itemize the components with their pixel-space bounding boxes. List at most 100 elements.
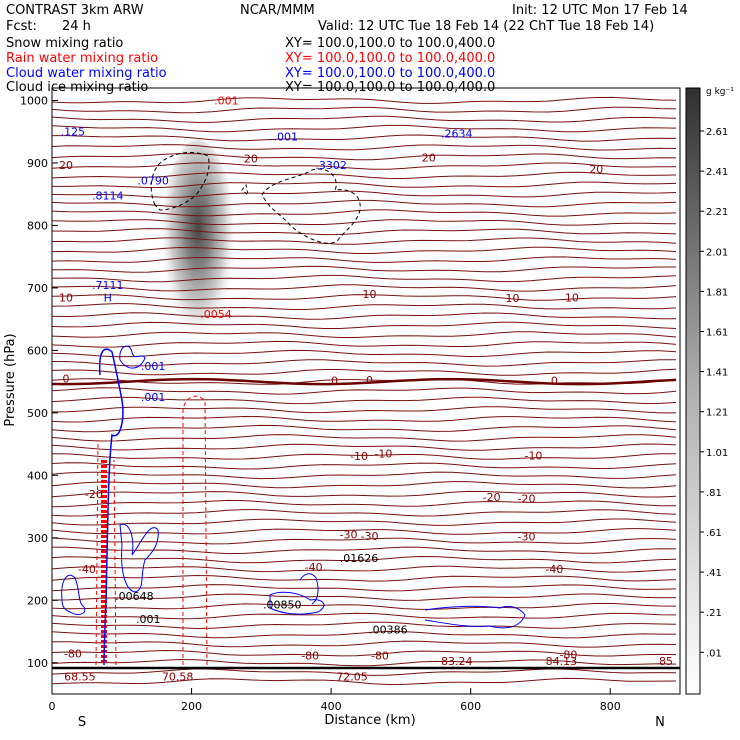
y-tick-label: 400 [27, 469, 48, 482]
temperature-contour-line [51, 162, 676, 170]
colorbar-unit: g kg⁻¹ [706, 87, 734, 97]
maximum-value-label: .3302 [315, 159, 347, 172]
x-tick-label: 400 [321, 700, 342, 713]
temperature-contour-line [51, 499, 676, 508]
maximum-value-label: .00850 [263, 599, 302, 612]
colorbar [685, 87, 701, 695]
colorbar-tick-label: .21 [706, 608, 722, 619]
colorbar-tick-label: 1.61 [706, 328, 728, 339]
temperature-contour-label: -10 [350, 450, 368, 463]
temperature-contour-line [51, 621, 677, 630]
temperature-contour-line [51, 190, 677, 198]
x-tick-label: 0 [49, 700, 56, 713]
temperature-contour-line [51, 368, 677, 376]
rain-water-contour [95, 439, 117, 666]
maximum-value-label: .7111 [92, 279, 124, 292]
temperature-contour-line [51, 115, 677, 123]
field-xy-rain: XY= 100.0,100.0 to 100.0,400.0 [285, 51, 496, 66]
maximum-value-label: .8114 [92, 189, 124, 202]
temperature-contour-line [51, 462, 677, 470]
temperature-contour-line [52, 181, 677, 189]
forecast-hours: 24 h [62, 19, 91, 34]
init-time: Init: 12 UTC Mon 17 Feb 14 [512, 3, 688, 18]
maximum-value-label: .001 [141, 360, 166, 373]
extremum-value-label: 70.58 [162, 671, 194, 684]
x-axis-right-end: N [655, 715, 665, 730]
temperature-contour-label: 0 [331, 374, 338, 387]
temperature-contour-label: 0 [62, 373, 69, 386]
temperature-contour-line [51, 471, 677, 480]
temperature-contour-label: -30 [518, 531, 536, 544]
colorbar-ticks: 2.61 2.41 2.21 2.01 1.81 1.61 1.41 1.21 1.01 .81.… [700, 127, 728, 659]
temperature-contour-line [51, 415, 677, 423]
temperature-contour-label: 20 [589, 163, 603, 176]
temperature-contour-label: -20 [85, 488, 103, 501]
temperature-contour-line [51, 237, 677, 245]
x-tick-label: 800 [600, 700, 621, 713]
temperature-contour-line [51, 537, 677, 545]
maximum-value-label: .001 [141, 391, 166, 404]
maximum-value-label: .001 [274, 131, 299, 144]
temperature-contour-line [51, 406, 676, 414]
temperature-contour-line [51, 219, 677, 226]
rain-water-contour [182, 395, 208, 666]
temperature-contour-line [51, 640, 677, 648]
temperature-contour-line [51, 284, 677, 292]
cloud-water-contour [424, 605, 526, 629]
temperature-contour-line [51, 321, 677, 329]
temperature-contour-label: 10 [565, 291, 579, 304]
temperature-contour-line [51, 612, 677, 620]
forecast-label: Fcst: [6, 19, 37, 34]
temperature-contour-label: -40 [78, 563, 96, 576]
temperature-contour-line [51, 658, 677, 667]
y-axis-title: Pressure (hPa) [3, 333, 18, 426]
temperature-contour-line [51, 274, 677, 283]
temperature-contour-line [51, 171, 677, 180]
temperature-contour-line [51, 630, 677, 639]
temperature-contour-label: -10 [374, 447, 392, 460]
y-tick-label: 100 [27, 657, 48, 670]
colorbar-tick-label: 2.61 [706, 127, 728, 138]
temperature-contour-line [51, 387, 677, 395]
temperature-contour-label: -20 [518, 492, 536, 505]
maximum-value-label: .2634 [441, 128, 473, 141]
maximum-value-label: .00648 [115, 590, 154, 603]
temperature-contour-label: -80 [64, 647, 82, 660]
temperature-contour-line [51, 340, 677, 348]
temperature-contour-label: -30 [361, 530, 379, 543]
temperature-contour-label: -20 [483, 491, 501, 504]
colorbar-tick-label: 2.41 [706, 167, 728, 178]
maximum-value-label: .00386 [369, 624, 408, 637]
temperature-contour-line [51, 312, 676, 320]
temperature-contour-line [51, 509, 677, 517]
temperature-contour-line [51, 359, 676, 367]
temperature-contour-line [52, 134, 677, 142]
x-tick-label: 200 [181, 700, 202, 713]
temperature-contour-line [51, 303, 677, 311]
temperature-contour-line [51, 528, 677, 535]
temperature-contour-line [51, 518, 677, 526]
mixing-ratio-contours [61, 152, 526, 666]
plot-frame [51, 87, 681, 695]
temperature-contour-line [51, 565, 677, 573]
cloud-water-contour [269, 591, 325, 615]
temperature-contour-line [51, 124, 677, 133]
temperature-contour-line [51, 668, 677, 676]
colorbar-tick-label: .01 [706, 648, 722, 659]
field-xy-cloud-water: XY= 100.0,100.0 to 100.0,400.0 [285, 66, 496, 81]
temperature-contour-line [51, 649, 677, 657]
temperature-contour-label: 0 [366, 374, 373, 387]
extremum-value-label: 72.05 [336, 671, 368, 684]
field-name-snow: Snow mixing ratio [6, 36, 124, 51]
y-tick-label: 200 [27, 594, 48, 607]
temperature-contour-label: -80 [371, 649, 389, 662]
temperature-contour-line [51, 331, 677, 338]
contour-labels: -80 -80 -80 -80-40 -40 -40-30 -30 -30-20 -20 -20-… [59, 94, 673, 683]
field-name-rain: Rain water mixing ratio [6, 51, 159, 66]
temperature-contour-label: 20 [422, 151, 436, 164]
temperature-contour-line [51, 434, 677, 442]
colorbar-tick-label: 1.01 [706, 448, 728, 459]
temperature-contour-line [51, 256, 677, 263]
